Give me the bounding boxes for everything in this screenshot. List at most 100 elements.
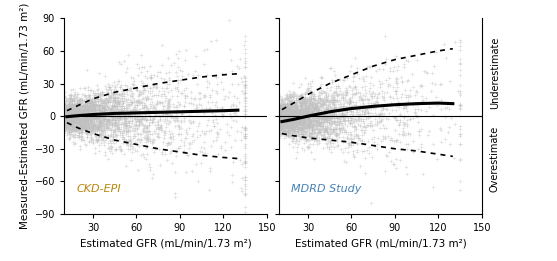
Point [302, 123, 311, 127]
Point [294, 112, 302, 117]
Point [102, 111, 111, 115]
Point [113, 92, 122, 96]
Point [289, 110, 297, 114]
Point [350, 125, 359, 129]
Point [295, 110, 304, 114]
Point [287, 121, 296, 125]
Point [286, 114, 295, 118]
Point [126, 137, 135, 141]
Point [102, 125, 111, 129]
Point [84, 111, 93, 115]
Point [73, 135, 82, 139]
Point [71, 107, 80, 111]
Point [277, 113, 286, 117]
Point [317, 123, 326, 127]
Point [99, 111, 108, 115]
Point [80, 113, 89, 117]
Point [417, 94, 426, 98]
Point [61, 118, 70, 122]
Point [76, 118, 85, 122]
Point [63, 121, 72, 125]
Point [277, 131, 286, 135]
Point [287, 102, 296, 106]
Point [309, 100, 317, 104]
Point [300, 113, 309, 117]
Point [292, 121, 301, 126]
Point [68, 117, 77, 121]
Point [135, 101, 144, 105]
Point [82, 112, 91, 117]
Point [317, 97, 326, 101]
Point [93, 87, 102, 91]
Point [275, 122, 284, 126]
Point [304, 105, 313, 110]
Point [278, 108, 287, 112]
Point [106, 128, 115, 132]
Point [280, 111, 289, 115]
Point [323, 120, 332, 124]
Point [115, 127, 124, 131]
Point [314, 118, 323, 122]
Point [324, 107, 333, 111]
Point [284, 89, 293, 93]
Point [120, 129, 129, 134]
Point [74, 113, 82, 117]
Point [91, 111, 100, 115]
Point [380, 126, 389, 130]
Point [278, 123, 287, 127]
Point [398, 132, 407, 137]
Point [90, 93, 99, 97]
Point [281, 106, 290, 110]
Point [288, 99, 297, 103]
Point [164, 81, 173, 86]
Point [86, 113, 95, 117]
Point [309, 117, 317, 121]
Point [329, 95, 338, 99]
Point [125, 113, 134, 117]
Point [294, 109, 303, 113]
Point [139, 65, 148, 69]
Point [363, 108, 372, 112]
Point [295, 115, 304, 119]
Point [74, 122, 82, 126]
Point [289, 117, 298, 121]
Point [300, 122, 309, 126]
Point [160, 130, 169, 134]
Point [75, 107, 84, 111]
Point [94, 138, 102, 142]
Point [154, 110, 163, 114]
Point [76, 112, 85, 116]
Point [93, 111, 102, 115]
Point [355, 103, 364, 107]
Point [359, 141, 368, 145]
Point [91, 115, 100, 119]
Point [112, 104, 121, 108]
Point [323, 115, 332, 119]
Point [285, 104, 294, 109]
Point [69, 116, 77, 120]
Point [86, 139, 95, 143]
Point [297, 146, 306, 150]
Point [87, 119, 96, 123]
Point [69, 110, 77, 114]
Point [313, 94, 322, 98]
Point [241, 146, 250, 150]
Point [277, 109, 286, 113]
Point [109, 109, 118, 113]
Point [291, 108, 300, 112]
Point [284, 110, 293, 114]
Point [82, 100, 91, 105]
Point [348, 119, 357, 123]
Point [289, 114, 297, 118]
Point [155, 113, 164, 117]
Point [283, 126, 292, 130]
Point [153, 123, 162, 128]
Point [211, 73, 220, 77]
Point [76, 120, 85, 124]
Point [284, 109, 293, 114]
Point [124, 127, 133, 131]
Point [97, 101, 106, 105]
Point [310, 132, 319, 136]
Point [135, 92, 144, 96]
Point [195, 96, 204, 100]
